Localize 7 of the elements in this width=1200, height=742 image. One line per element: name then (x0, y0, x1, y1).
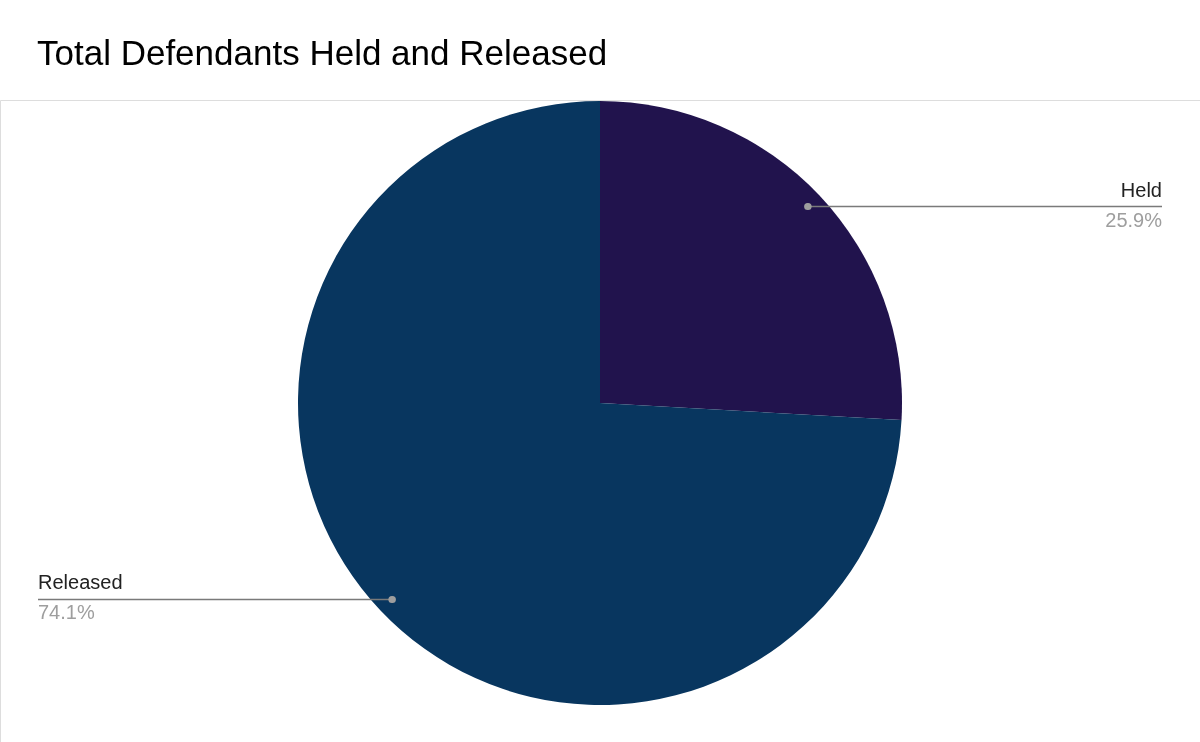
data-label: 25.9% (1105, 208, 1163, 231)
pie-slice (298, 101, 902, 705)
data-label: 74.1% (38, 601, 95, 624)
slice-label: Released (38, 571, 123, 594)
chart-title: Total Defendants Held and Released (37, 33, 608, 72)
pie-slice (600, 101, 902, 421)
slice-label: Held (1120, 178, 1162, 201)
